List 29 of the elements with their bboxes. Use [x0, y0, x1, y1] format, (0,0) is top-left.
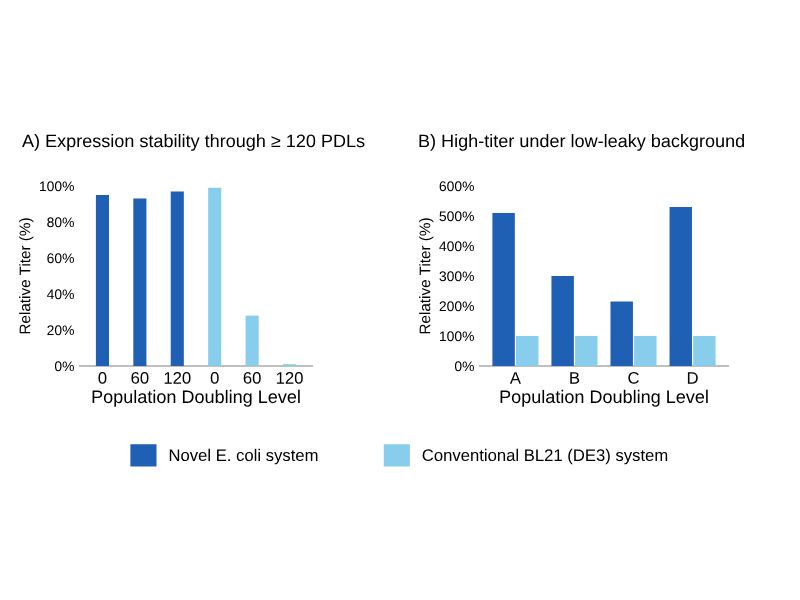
x-tick-label: D [687, 372, 698, 384]
bar [693, 336, 716, 366]
bar [492, 213, 515, 366]
bar [610, 301, 633, 366]
bar [245, 315, 259, 366]
bar [170, 191, 184, 366]
x-tick-label: A [509, 372, 521, 384]
bar [133, 198, 147, 366]
bar [669, 207, 692, 366]
x-tick-label: 0 [210, 372, 219, 384]
chart-title: A) Expression stability through ≥ 120 PDLs [22, 134, 365, 151]
bar [634, 336, 657, 366]
x-tick-label: 60 [131, 372, 149, 384]
legend-label: Conventional BL21 (DE3) system [422, 448, 668, 465]
x-tick-label: C [628, 372, 639, 384]
bar [551, 276, 574, 366]
bar [208, 187, 222, 366]
bar [516, 336, 539, 366]
bar [575, 336, 598, 366]
x-axis-title: Population Doubling Level [500, 389, 708, 407]
x-tick-label: 120 [164, 372, 191, 384]
bar [95, 195, 109, 366]
x-axis-title: Population Doubling Level [92, 389, 300, 407]
x-tick-label: B [570, 372, 580, 384]
x-tick-label: 0 [98, 372, 107, 384]
x-tick-label: 60 [243, 372, 261, 384]
x-tick-label: 120 [276, 372, 303, 384]
legend-label: Novel E. coli system [169, 448, 318, 465]
chart-title: B) High-titer under low-leaky background [419, 134, 744, 151]
